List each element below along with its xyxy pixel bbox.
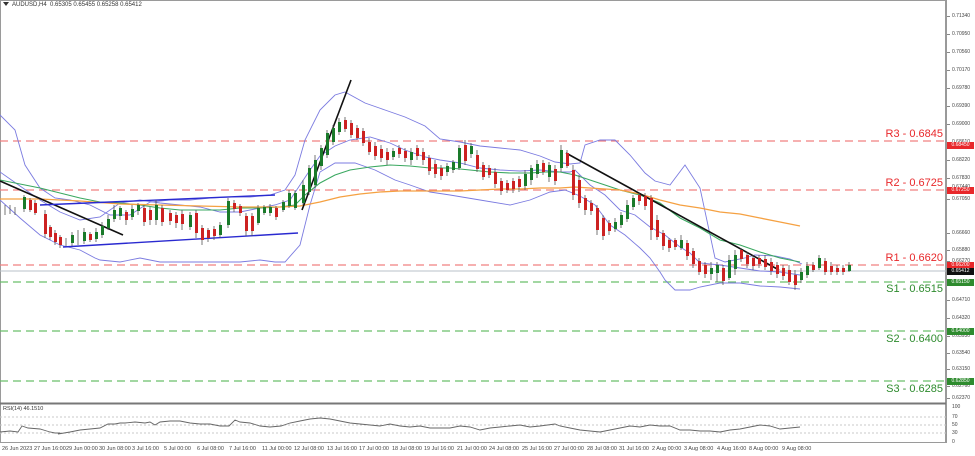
y-tick: 0.67830 [946, 175, 971, 181]
y-tick: 0.66660 [946, 230, 971, 236]
x-tick: 28 Jul 08:00 [587, 446, 617, 452]
rsi-tick: 0 [952, 439, 955, 445]
channel-lines-blue [39, 194, 299, 248]
y-tick: 0.66270 [946, 258, 971, 264]
rsi-tick: 30 [952, 430, 958, 436]
ohlc-values: 0.65305 0.65455 0.65258 0.65412 [50, 2, 142, 8]
y-tick: 0.62760 [946, 383, 971, 389]
x-tick: 7 Jul 16:00 [229, 446, 256, 452]
level-lines [0, 140, 946, 382]
x-tick: 30 Jun 08:00 [99, 446, 131, 452]
y-tick: 0.69780 [946, 85, 971, 91]
level-label-s1: S1 - 0.6515 [886, 283, 943, 295]
x-tick: 9 Aug 08:00 [782, 446, 812, 452]
y-tick: 0.67050 [946, 196, 971, 202]
rsi-tick: 70 [952, 414, 958, 420]
x-tick: 8 Aug 00:00 [749, 446, 779, 452]
x-tick: 27 Jun 16:00 [34, 446, 66, 452]
y-tick: 0.65880 [946, 247, 971, 253]
y-tick: 0.71340 [946, 13, 971, 19]
x-tick: 18 Jul 08:00 [392, 446, 422, 452]
level-label-r3: R3 - 0.6845 [885, 128, 943, 140]
x-tick: 3 Aug 08:00 [684, 446, 714, 452]
rsi-tick: 50 [952, 422, 958, 428]
x-tick: 6 Jul 08:00 [197, 446, 224, 452]
x-tick: 2 Aug 00:00 [652, 446, 682, 452]
bollinger-bands [0, 91, 803, 291]
x-tick: 17 Jul 00:00 [359, 446, 389, 452]
y-tick: 0.70170 [946, 67, 971, 73]
candlesticks [4, 117, 851, 290]
level-label-r2: R2 - 0.6725 [885, 177, 943, 189]
collapse-triangle-icon[interactable] [3, 2, 9, 7]
y-tick: 0.62370 [946, 395, 971, 401]
moving-average-green [0, 164, 801, 263]
y-tick: 0.69000 [946, 121, 971, 127]
chart-frame [0, 0, 946, 443]
x-tick: 3 Jul 16:00 [132, 446, 159, 452]
x-tick: 5 Jul 00:00 [164, 446, 191, 452]
y-tick: 0.64320 [946, 315, 971, 321]
x-tick: 24 Jul 08:00 [489, 446, 519, 452]
x-tick: 21 Jul 00:00 [457, 446, 487, 452]
level-label-r1: R1 - 0.6620 [885, 252, 943, 264]
chart-title: AUDUSD,H4 0.65305 0.65455 0.65258 0.6541… [3, 2, 142, 8]
x-tick: 13 Jul 16:00 [327, 446, 357, 452]
rsi-pane [0, 416, 946, 435]
y-tick: 0.64710 [946, 297, 971, 303]
y-tick: 0.68220 [946, 157, 971, 163]
price-tag-r1: 0.66200 [947, 262, 974, 269]
y-tick: 0.63540 [946, 350, 971, 356]
level-label-s3: S3 - 0.6285 [886, 383, 943, 395]
x-tick: 4 Aug 16:00 [717, 446, 747, 452]
price-tag-current: 0.65412 [947, 268, 974, 275]
x-tick: 26 Jun 2023 [2, 446, 33, 452]
y-tick: 0.69390 [946, 103, 971, 109]
y-tick: 0.70560 [946, 49, 971, 55]
price-tag-s2: 0.64000 [947, 328, 974, 335]
level-label-s2: S2 - 0.6400 [886, 333, 943, 345]
x-tick: 11 Jul 00:00 [262, 446, 292, 452]
y-tick: 0.63930 [946, 333, 971, 339]
x-tick: 29 Jun 00:00 [66, 446, 98, 452]
rsi-label: RSI(14) 46.1510 [3, 406, 44, 412]
x-tick: 12 Jul 08:00 [294, 446, 324, 452]
x-tick: 25 Jul 16:00 [522, 446, 552, 452]
symbol-label: AUDUSD,H4 [12, 2, 47, 8]
x-tick: 19 Jul 16:00 [424, 446, 454, 452]
price-tag-r3: 0.68450 [947, 142, 974, 149]
price-tag-s3: 0.62850 [947, 378, 974, 385]
y-tick: 0.70950 [946, 31, 971, 37]
price-tag-s1: 0.65150 [947, 279, 974, 286]
y-tick: 0.63150 [946, 366, 971, 372]
x-tick: 31 Jul 16:00 [619, 446, 649, 452]
moving-average-orange [0, 186, 801, 227]
x-tick: 27 Jul 00:00 [554, 446, 584, 452]
price-tag-r2: 0.67250 [947, 187, 974, 194]
rsi-tick: 100 [952, 404, 961, 410]
